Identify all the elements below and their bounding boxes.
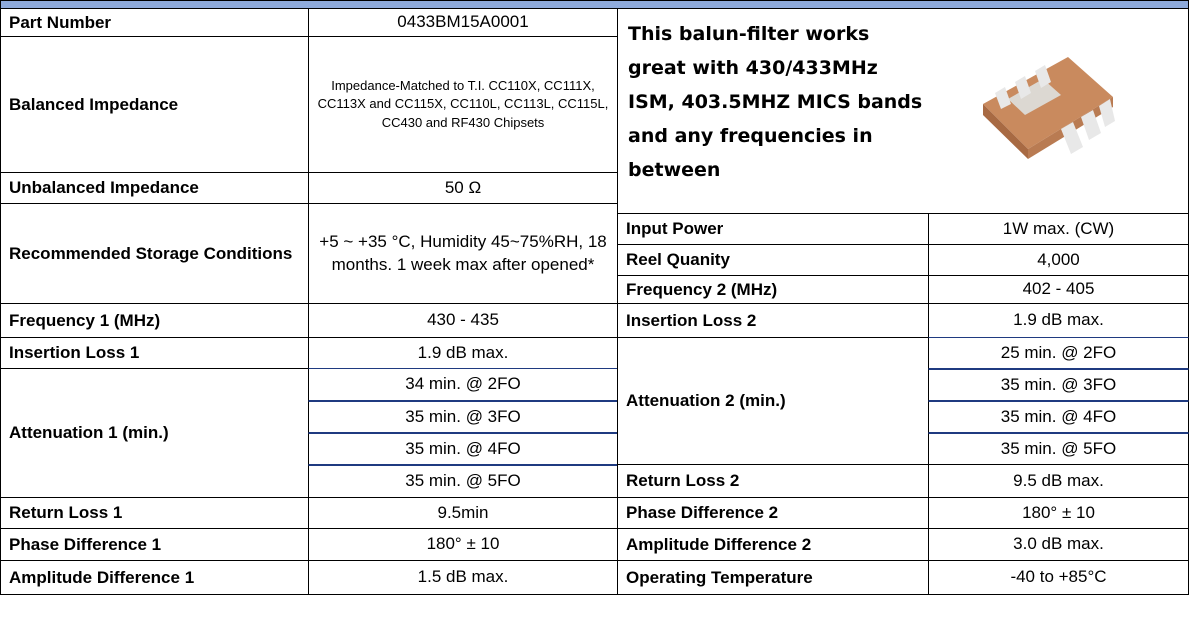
row-value: 35 min. @ 5FO bbox=[928, 433, 1189, 465]
spec-sheet: This balun-filter works great with 430/4… bbox=[0, 0, 1189, 618]
row-value: 34 min. @ 2FO bbox=[308, 368, 618, 401]
row-value: 35 min. @ 5FO bbox=[308, 465, 618, 498]
row-value: 430 - 435 bbox=[308, 303, 618, 338]
row-value: 180° ± 10 bbox=[308, 528, 618, 561]
row-value: 35 min. @ 4FO bbox=[308, 433, 618, 465]
row-label: Insertion Loss 2 bbox=[617, 303, 929, 338]
row-value: 4,000 bbox=[928, 244, 1189, 276]
row-value: 0433BM15A0001 bbox=[308, 8, 618, 37]
row-label: Part Number bbox=[0, 8, 309, 37]
row-value: +5 ~ +35 °C, Humidity 45~75%RH, 18 month… bbox=[308, 203, 618, 304]
row-label: Unbalanced Impedance bbox=[0, 172, 309, 204]
description: This balun-filter works great with 430/4… bbox=[628, 17, 928, 187]
row-value: 9.5min bbox=[308, 497, 618, 529]
row-value: 35 min. @ 4FO bbox=[928, 401, 1189, 433]
row-value: 1.9 dB max. bbox=[308, 337, 618, 369]
row-label: Insertion Loss 1 bbox=[0, 337, 309, 369]
row-label: Input Power bbox=[617, 213, 929, 245]
row-label: Attenuation 1 (min.) bbox=[0, 368, 309, 498]
row-value: 3.0 dB max. bbox=[928, 528, 1189, 561]
row-value: 35 min. @ 3FO bbox=[928, 369, 1189, 401]
product-image bbox=[973, 49, 1123, 159]
row-label: Recommended Storage Conditions bbox=[0, 203, 309, 304]
row-value: Impedance-Matched to T.I. CC110X, CC111X… bbox=[308, 36, 618, 173]
row-value: 1.5 dB max. bbox=[308, 560, 618, 595]
row-label: Reel Quanity bbox=[617, 244, 929, 276]
description-box: This balun-filter works great with 430/4… bbox=[617, 8, 1189, 214]
row-label: Frequency 2 (MHz) bbox=[617, 275, 929, 304]
row-value: 180° ± 10 bbox=[928, 497, 1189, 529]
row-label: Return Loss 1 bbox=[0, 497, 309, 529]
row-value: 402 - 405 bbox=[928, 275, 1189, 304]
row-value: 1.9 dB max. bbox=[928, 303, 1189, 338]
row-value: 50 Ω bbox=[308, 172, 618, 204]
row-label: Amplitude Difference 1 bbox=[0, 560, 309, 595]
row-label: Attenuation 2 (min.) bbox=[617, 337, 929, 465]
row-label: Amplitude Difference 2 bbox=[617, 528, 929, 561]
row-label: Operating Temperature bbox=[617, 560, 929, 595]
row-value: 9.5 dB max. bbox=[928, 464, 1189, 498]
row-value: -40 to +85°C bbox=[928, 560, 1189, 595]
row-label: Frequency 1 (MHz) bbox=[0, 303, 309, 338]
row-label: Balanced Impedance bbox=[0, 36, 309, 173]
row-value: 35 min. @ 3FO bbox=[308, 401, 618, 433]
row-label: Phase Difference 2 bbox=[617, 497, 929, 529]
row-value: 25 min. @ 2FO bbox=[928, 337, 1189, 369]
row-label: Phase Difference 1 bbox=[0, 528, 309, 561]
row-value: 1W max. (CW) bbox=[928, 213, 1189, 245]
row-label: Return Loss 2 bbox=[617, 464, 929, 498]
